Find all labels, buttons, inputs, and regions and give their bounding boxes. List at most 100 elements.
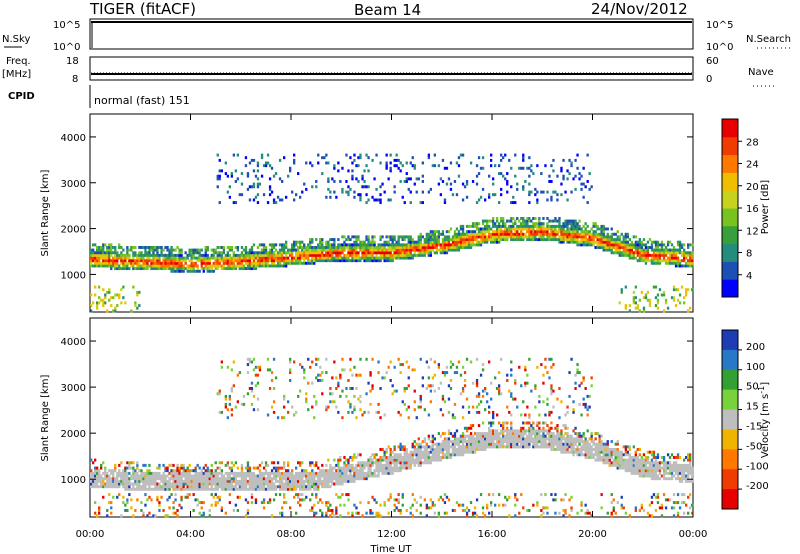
power-cell: [291, 251, 294, 255]
vel-cell: [202, 482, 205, 486]
vel-cell: [297, 493, 300, 497]
power-cell: [622, 248, 625, 252]
power-cell: [178, 256, 181, 260]
power-cell: [550, 164, 553, 168]
vel-cell: [417, 448, 420, 451]
vel-cell: [254, 485, 258, 489]
power-cell: [437, 243, 441, 247]
power-cell: [512, 235, 515, 239]
power-cell: [502, 174, 505, 178]
power-cell: [144, 264, 147, 268]
power-cell: [355, 164, 358, 168]
vel-cell: [383, 469, 386, 473]
power-cell: [439, 251, 443, 255]
vel-cell: [403, 450, 406, 454]
power-cell: [196, 248, 199, 252]
power-cell: [323, 248, 326, 252]
vel-cell: [351, 456, 354, 459]
power-cell: [453, 230, 457, 234]
power-cell: [471, 232, 475, 236]
vel-cell: [451, 434, 455, 438]
power-cell: [270, 256, 274, 260]
vel-cell: [355, 416, 358, 420]
vel-cell: [289, 471, 292, 475]
vel-cell: [325, 501, 328, 505]
power-cell: [329, 248, 332, 252]
vel-cell: [206, 477, 209, 481]
power-cell: [349, 253, 352, 257]
vel-cell: [100, 477, 103, 481]
power-cell: [214, 264, 217, 268]
vel-cell: [142, 514, 145, 518]
power-cell: [612, 246, 615, 249]
radar-title: TIGER (fitACF): [89, 0, 196, 18]
vel-cell: [475, 434, 479, 438]
power-cell: [393, 238, 396, 242]
vel-cell: [351, 479, 354, 483]
power-cell: [477, 230, 481, 234]
vel-cell: [240, 485, 244, 489]
vel-cell: [461, 389, 465, 393]
vel-cell: [194, 498, 197, 502]
vel-cell: [307, 471, 310, 475]
power-cell: [276, 264, 280, 268]
vel-cell: [90, 482, 93, 486]
vel-cell: [250, 381, 254, 385]
vel-cell: [108, 479, 111, 483]
vel-cell: [373, 469, 376, 473]
vel-cell: [389, 461, 392, 465]
power-cell: [128, 267, 131, 271]
power-cell: [98, 248, 101, 252]
vel-cell: [264, 461, 268, 465]
vel-cell: [289, 357, 292, 361]
power-cell: [329, 238, 332, 242]
vel-cell: [311, 461, 314, 465]
power-cell: [220, 264, 224, 268]
power-cell: [552, 238, 555, 242]
power-cell: [132, 246, 135, 249]
power-cell: [492, 240, 495, 244]
power-cell: [666, 251, 670, 255]
vel-cell: [220, 487, 224, 491]
vel-cell: [264, 479, 268, 483]
power-cell: [178, 261, 181, 265]
power-cell: [606, 243, 609, 247]
power-cell: [242, 267, 246, 271]
vel-cell: [303, 471, 306, 475]
power-cell: [572, 227, 575, 231]
power-cell: [576, 240, 579, 244]
power-cell: [616, 248, 619, 252]
power-cell: [540, 222, 543, 226]
power-cell: [570, 238, 573, 242]
power-cell: [204, 259, 207, 263]
power-cell: [465, 195, 469, 199]
vel-cell: [190, 485, 193, 489]
power-cell: [260, 264, 264, 268]
power-cell: [347, 235, 350, 239]
vel-cell: [397, 461, 400, 465]
power-cell: [401, 243, 404, 247]
power-cell: [321, 156, 324, 160]
power-cell: [528, 174, 531, 178]
power-cell: [200, 256, 203, 260]
vel-cell: [345, 463, 348, 467]
vel-cell: [455, 440, 459, 444]
vel-cell: [471, 445, 475, 449]
power-cell: [122, 248, 125, 252]
vel-cell: [274, 376, 278, 380]
vel-cell: [373, 498, 376, 502]
power-cell: [538, 235, 541, 239]
power-cell: [660, 253, 664, 257]
power-cell: [301, 253, 304, 257]
power-cell: [592, 230, 595, 234]
vel-cell: [297, 482, 300, 486]
power-cell: [299, 251, 302, 255]
power-colorbar-swatch: [722, 261, 738, 280]
vel-cell: [242, 471, 246, 475]
power-cell: [397, 253, 400, 257]
power-cell: [341, 235, 344, 239]
power-cell: [666, 256, 670, 260]
power-cell: [397, 166, 400, 170]
power-cell: [552, 224, 555, 228]
vel-cell: [439, 495, 443, 499]
